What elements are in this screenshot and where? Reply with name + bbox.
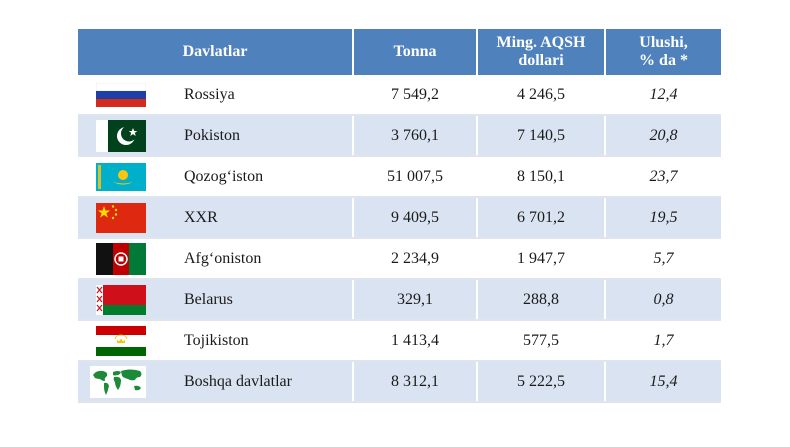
header-tonnes-label: Tonna	[393, 43, 437, 60]
share-cell: 12,4	[649, 85, 678, 103]
tonnes-cell: 51 007,5	[354, 157, 478, 196]
country-name: Qozog‘iston	[184, 167, 264, 185]
country-cell: Boshqa davlatlar	[78, 362, 354, 401]
country-cell: Qozog‘iston	[78, 157, 354, 196]
afghanistan-flag-icon	[96, 242, 146, 275]
usd-cell: 6 701,2	[478, 198, 606, 237]
share-cell: 5,7	[653, 249, 674, 267]
usd-cell: 4 246,5	[478, 75, 606, 114]
country-name: Rossiya	[184, 85, 235, 103]
table-row: Boshqa davlatlar 8 312,1 5 222,5 15,4	[78, 362, 721, 403]
kazakhstan-flag-icon	[96, 161, 146, 193]
country-name: Belarus	[184, 290, 233, 308]
header-share: Ulushi, % da *	[606, 29, 721, 75]
table-row: Tojikiston 1 413,4 577,5 1,7	[78, 321, 721, 362]
country-cell: Afg‘oniston	[78, 239, 354, 278]
tonnes-cell: 8 312,1	[354, 362, 478, 401]
share-cell: 15,4	[649, 372, 678, 390]
country-cell: Rossiya	[78, 75, 354, 114]
share-cell: 19,5	[649, 208, 678, 226]
usd-cell: 7 140,5	[478, 116, 606, 155]
table-row: Belarus 329,1 288,8 0,8	[78, 280, 721, 321]
country-name: Afg‘oniston	[184, 249, 262, 267]
tonnes-cell: 2 234,9	[354, 239, 478, 278]
table-row: Pokiston 3 760,1 7 140,5 20,8	[78, 116, 721, 157]
country-cell: XXR	[78, 198, 354, 237]
country-cell: Pokiston	[78, 116, 354, 155]
tonnes-cell: 329,1	[354, 280, 478, 319]
country-cell: Belarus	[78, 280, 354, 319]
header-share-label-line2: % da *	[639, 52, 688, 69]
share-cell: 0,8	[653, 290, 674, 308]
table-row: XXR 9 409,5 6 701,2 19,5	[78, 198, 721, 239]
table-row: Qozog‘iston 51 007,5 8 150,1 23,7	[78, 157, 721, 198]
share-cell: 1,7	[653, 331, 674, 349]
usd-cell: 8 150,1	[478, 157, 606, 196]
russia-flag-icon	[96, 79, 146, 111]
table-row: Rossiya 7 549,2 4 246,5 12,4	[78, 75, 721, 116]
header-usd: Ming. AQSH dollari	[478, 29, 606, 75]
tonnes-cell: 3 760,1	[354, 116, 478, 155]
country-cell: Tojikiston	[78, 321, 354, 360]
country-name: XXR	[184, 208, 218, 226]
header-country: Davlatlar	[78, 29, 354, 75]
share-cell: 23,7	[649, 167, 678, 185]
tonnes-cell: 7 549,2	[354, 75, 478, 114]
usd-cell: 288,8	[478, 280, 606, 319]
country-name: Boshqa davlatlar	[184, 372, 292, 390]
share-cell: 20,8	[649, 126, 678, 144]
header-usd-label-line2: dollari	[518, 52, 564, 69]
tonnes-cell: 9 409,5	[354, 198, 478, 237]
header-share-label-line1: Ulushi,	[639, 34, 688, 51]
world-map-icon	[90, 365, 146, 398]
usd-cell: 577,5	[478, 321, 606, 360]
header-tonnes: Tonna	[354, 29, 478, 75]
usd-cell: 1 947,7	[478, 239, 606, 278]
export-table: Davlatlar Tonna Ming. AQSH dollari Ulush…	[78, 29, 721, 403]
table-row: Afg‘oniston 2 234,9 1 947,7 5,7	[78, 239, 721, 280]
header-usd-label-line1: Ming. AQSH	[496, 34, 586, 51]
country-name: Tojikiston	[184, 331, 249, 349]
header-country-label: Davlatlar	[182, 43, 248, 60]
tonnes-cell: 1 413,4	[354, 321, 478, 360]
table-header-row: Davlatlar Tonna Ming. AQSH dollari Ulush…	[78, 29, 721, 75]
tajikistan-flag-icon	[96, 325, 146, 357]
country-name: Pokiston	[184, 126, 241, 144]
belarus-flag-icon	[96, 284, 146, 316]
pakistan-flag-icon	[96, 119, 146, 152]
usd-cell: 5 222,5	[478, 362, 606, 401]
china-flag-icon	[96, 202, 146, 234]
